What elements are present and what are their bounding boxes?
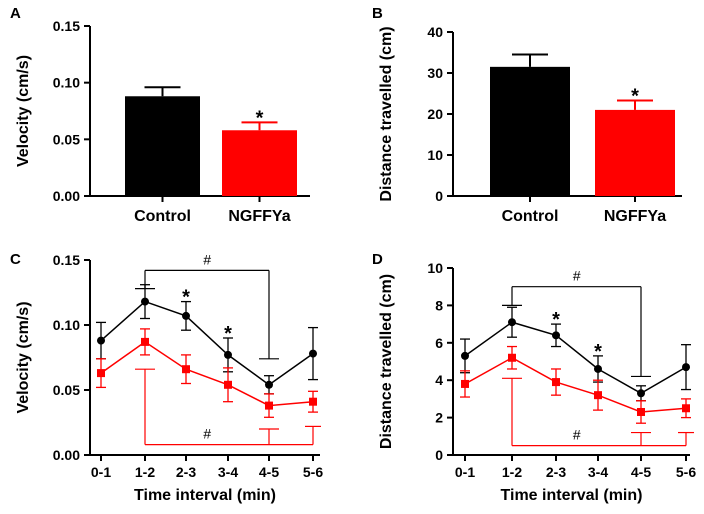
bar-control [125, 96, 200, 196]
significance-star: * [256, 107, 264, 129]
x-tick-label: NGFFYa [604, 208, 666, 225]
y-tick-label: 0.10 [53, 317, 80, 333]
data-point [637, 407, 645, 416]
panel-d: D 0 2 4 6 8 10 Distance travelled (cm) 0-1 1-2 2-3… [372, 251, 696, 504]
data-point [309, 349, 317, 358]
y-tick-label: 10 [427, 260, 443, 276]
y-tick-label: 0 [435, 447, 443, 463]
data-point [265, 380, 273, 389]
data-point [682, 404, 690, 413]
y-tick-label: 0.05 [53, 131, 80, 147]
y-tick-label: 0.15 [53, 252, 80, 268]
data-point [508, 353, 516, 362]
panel-letter: B [372, 5, 383, 22]
y-axis-label: Distance travelled (cm) [378, 26, 395, 201]
y-tick-label: 0.00 [53, 188, 80, 204]
bar-ngffya [595, 109, 675, 196]
data-point [508, 318, 516, 327]
significance-star: * [182, 287, 190, 309]
series-0 [460, 306, 691, 402]
significance-bracket: # [502, 377, 694, 447]
bracket-label: # [573, 427, 581, 443]
x-tick-label: 5-6 [303, 464, 323, 480]
y-tick-label: 0 [435, 188, 443, 204]
data-point [594, 391, 602, 400]
y-tick-label: 30 [427, 65, 443, 81]
panel-b: B 0 10 20 30 40 Distance travelled (cm) Control… [372, 5, 682, 225]
x-tick-label: 0-1 [455, 464, 475, 480]
significance-star: * [552, 309, 560, 331]
bar-control [490, 66, 570, 196]
x-tick-label: 4-5 [631, 464, 651, 480]
y-axis-label: Distance travelled (cm) [378, 274, 395, 449]
data-point [594, 364, 602, 373]
significance-star: * [224, 323, 232, 345]
data-point [141, 337, 149, 346]
y-tick-label: 40 [427, 24, 443, 40]
y-tick-label: 2 [435, 410, 443, 426]
bar-ngffya [222, 130, 297, 196]
y-tick-label: 10 [427, 147, 443, 163]
data-point [552, 331, 560, 340]
y-axis-label: Velocity (cm/s) [15, 301, 32, 413]
y-tick-label: 4 [435, 372, 443, 388]
data-point [224, 380, 232, 389]
panel-letter: C [10, 251, 21, 268]
data-point [141, 297, 149, 306]
data-point [461, 379, 469, 388]
x-tick-label: 0-1 [91, 464, 111, 480]
y-tick-label: 8 [435, 297, 443, 313]
significance-star: * [594, 341, 602, 363]
bracket-label: # [573, 268, 581, 284]
x-tick-label: 2-3 [546, 464, 566, 480]
data-point [265, 401, 273, 410]
x-tick-label: 1-2 [502, 464, 522, 480]
x-tick-label: 4-5 [259, 464, 279, 480]
data-point [637, 389, 645, 398]
bracket-label: # [203, 251, 211, 267]
panel-letter: D [372, 251, 383, 268]
x-tick-label: 5-6 [676, 464, 696, 480]
data-point [97, 336, 105, 345]
x-tick-label: 1-2 [135, 464, 155, 480]
y-tick-label: 0.00 [53, 447, 80, 463]
y-tick-label: 20 [427, 106, 443, 122]
series-1 [96, 328, 318, 418]
x-tick-label: Control [502, 208, 559, 225]
data-point [309, 397, 317, 406]
data-point [182, 365, 190, 374]
series-line [100, 300, 314, 386]
y-tick-label: 0.10 [53, 75, 80, 91]
series-line [464, 356, 687, 413]
panel-a: A 0.00 0.05 0.10 0.15 Velocity (cm/s) Control N… [10, 5, 310, 225]
series-1 [460, 345, 691, 424]
y-tick-label: 0.15 [53, 18, 80, 34]
panel-c: C 0.00 0.05 0.10 0.15 Velocity (cm/s) 0-1 1-2 2-… [10, 251, 323, 504]
x-tick-label: Control [134, 208, 191, 225]
data-point [461, 351, 469, 360]
data-point [97, 369, 105, 378]
x-tick-label: 3-4 [588, 464, 608, 480]
data-point [182, 311, 190, 320]
panel-letter: A [10, 5, 21, 22]
y-tick-label: 6 [435, 335, 443, 351]
y-tick-label: 0.05 [53, 382, 80, 398]
series-0 [96, 284, 318, 395]
x-tick-label: NGFFYa [228, 208, 290, 225]
series-line [100, 340, 314, 407]
significance-star: * [631, 85, 639, 107]
data-point [552, 378, 560, 387]
x-tick-label: 2-3 [176, 464, 196, 480]
x-tick-label: 3-4 [218, 464, 238, 480]
x-axis-label: Time interval (min) [134, 487, 276, 504]
significance-bracket: # [502, 268, 651, 378]
bracket-label: # [203, 426, 211, 442]
significance-bracket: # [135, 368, 321, 446]
x-axis-label: Time interval (min) [501, 487, 643, 504]
series-line [464, 321, 687, 395]
data-point [682, 363, 690, 372]
data-point [224, 350, 232, 359]
y-axis-label: Velocity (cm/s) [15, 55, 32, 167]
